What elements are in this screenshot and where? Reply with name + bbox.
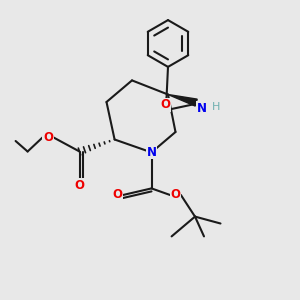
Text: N: N (196, 101, 207, 115)
Text: O: O (170, 188, 181, 202)
Polygon shape (168, 94, 197, 106)
Text: O: O (112, 188, 123, 202)
Text: O: O (43, 131, 53, 144)
Text: N: N (146, 146, 157, 159)
Text: O: O (74, 179, 85, 192)
Text: H: H (212, 101, 220, 112)
Text: O: O (160, 98, 170, 112)
